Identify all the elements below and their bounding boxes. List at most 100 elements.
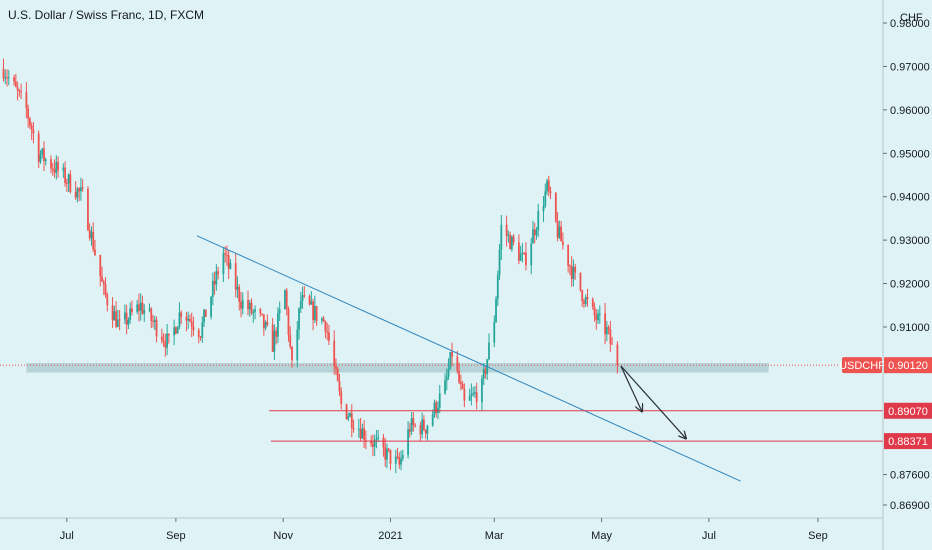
candle[interactable] [495,295,497,323]
candle[interactable] [192,316,195,336]
candle[interactable] [55,155,58,180]
candle[interactable] [382,433,385,457]
candle[interactable] [308,294,311,306]
candle[interactable] [546,178,548,196]
candle[interactable] [445,368,448,391]
candle[interactable] [271,317,274,352]
candle[interactable] [210,295,212,320]
candle[interactable] [234,253,237,298]
candle[interactable] [572,259,575,287]
candle[interactable] [16,81,19,101]
candle[interactable] [400,450,402,471]
candle[interactable] [474,385,476,398]
candle[interactable] [123,304,126,325]
candle[interactable] [129,302,132,324]
candle[interactable] [340,387,343,410]
candle[interactable] [364,430,367,450]
candle[interactable] [178,302,181,330]
candle[interactable] [127,317,130,330]
candle[interactable] [141,295,144,316]
candle[interactable] [185,311,188,332]
current-price-badge[interactable] [884,357,932,374]
candle[interactable] [444,373,446,395]
candle[interactable] [519,245,522,261]
candle[interactable] [386,443,388,469]
candle[interactable] [250,298,253,316]
candle[interactable] [41,147,44,159]
candle[interactable] [115,301,117,329]
candle[interactable] [90,226,93,246]
candle[interactable] [277,307,279,344]
candle[interactable] [313,295,316,324]
candle[interactable] [278,301,281,322]
candle[interactable] [500,214,503,261]
candle[interactable] [2,58,5,82]
candle[interactable] [152,314,154,328]
candle[interactable] [25,82,28,119]
candle[interactable] [301,286,304,309]
candle[interactable] [74,181,77,200]
candle[interactable] [199,335,202,341]
candle[interactable] [359,417,362,441]
candle[interactable] [62,163,65,179]
candle[interactable] [203,308,205,327]
candle[interactable] [229,259,232,270]
support-zone[interactable] [26,362,769,373]
candle[interactable] [118,310,121,331]
candle[interactable] [335,358,337,376]
candle[interactable] [315,305,318,326]
candle[interactable] [486,358,489,380]
candle[interactable] [458,362,460,385]
candle[interactable] [470,383,473,406]
candle[interactable] [328,324,330,345]
candle[interactable] [106,292,109,312]
candle[interactable] [266,314,269,327]
candle[interactable] [352,419,355,433]
candle[interactable] [401,449,404,462]
candle[interactable] [284,289,286,310]
candle[interactable] [27,104,30,128]
candle[interactable] [449,351,452,370]
candle[interactable] [579,272,582,292]
candle[interactable] [131,300,133,316]
candle[interactable] [252,309,255,323]
descending-trendline[interactable] [196,235,741,482]
candle[interactable] [498,243,501,280]
candle[interactable] [419,421,422,442]
candle[interactable] [50,155,52,174]
candle[interactable] [507,230,510,243]
candle[interactable] [222,247,225,282]
candle[interactable] [6,69,8,87]
candle[interactable] [150,306,153,329]
candle[interactable] [530,237,533,275]
candle[interactable] [116,309,119,328]
candle[interactable] [456,350,459,374]
candle[interactable] [570,256,573,287]
candle[interactable] [510,235,513,252]
candle[interactable] [111,297,114,328]
candle[interactable] [187,311,190,329]
candle[interactable] [136,299,139,315]
candle[interactable] [488,333,490,361]
candle[interactable] [51,162,54,176]
candle[interactable] [92,222,95,253]
candle[interactable] [167,333,170,344]
candle[interactable] [113,305,116,321]
candle[interactable] [275,327,278,345]
candle[interactable] [236,276,239,299]
candle[interactable] [326,322,329,341]
candle[interactable] [512,234,515,246]
candle[interactable] [259,307,262,317]
candle[interactable] [160,328,163,344]
candle[interactable] [357,418,360,438]
candle[interactable] [593,302,596,322]
candle[interactable] [13,74,15,86]
candle[interactable] [463,383,466,408]
candle[interactable] [537,203,540,237]
candle[interactable] [224,246,227,263]
candle[interactable] [423,415,425,432]
candle[interactable] [164,333,167,357]
candle[interactable] [567,244,570,273]
candle[interactable] [67,173,70,193]
